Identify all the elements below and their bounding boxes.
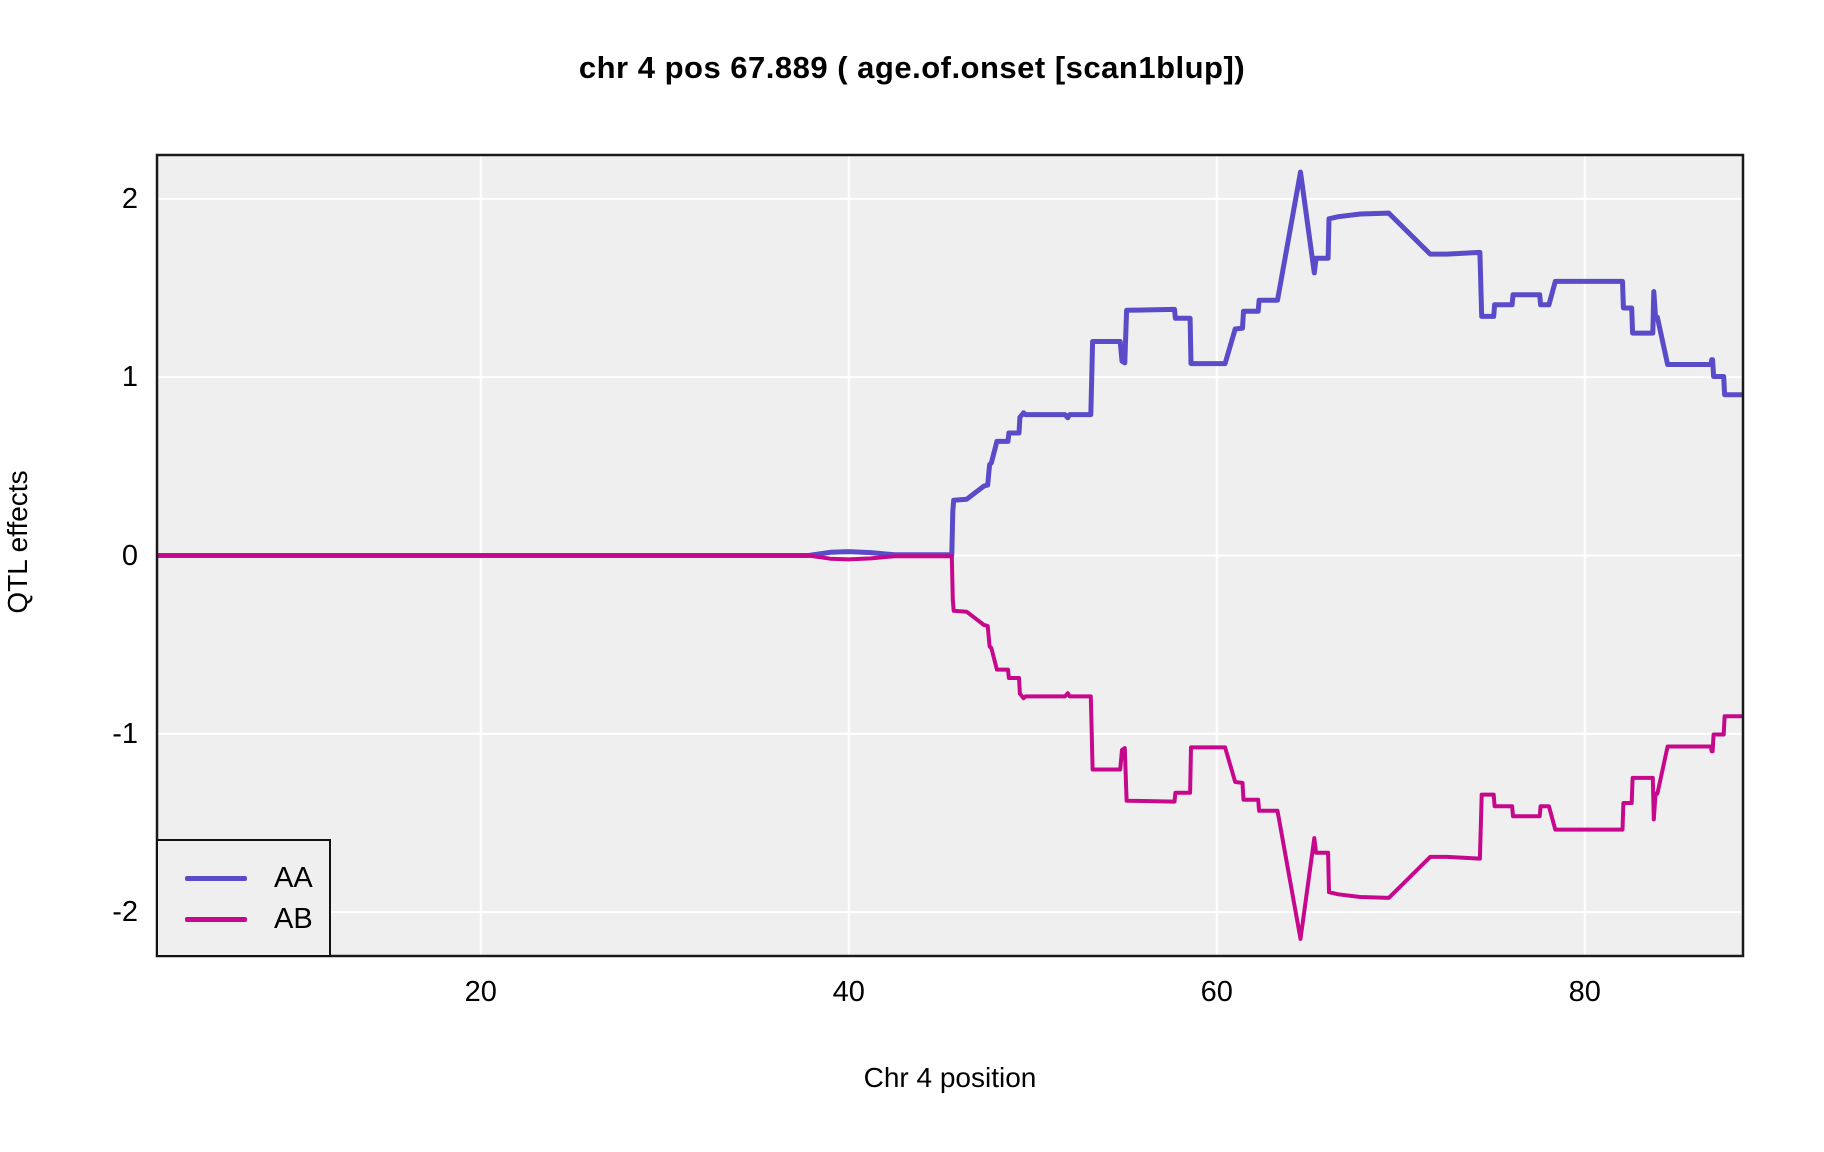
- legend-label-ab: AB: [274, 903, 313, 935]
- y-tick-label-2: 2: [121, 182, 138, 215]
- legend-label-aa: AA: [274, 862, 313, 894]
- y-tick-label-0: 0: [121, 539, 138, 572]
- x-tick-label-40: 40: [832, 976, 865, 1008]
- series-line-AA: [157, 169, 1743, 558]
- aa-line-swatch: [185, 876, 247, 881]
- x-tick-label-20: 20: [464, 976, 497, 1008]
- y-tick-label-1: 1: [121, 361, 138, 394]
- x-tick-label-60: 60: [1200, 976, 1233, 1008]
- ab-line-swatch: [185, 917, 247, 922]
- x-axis-label: Chr 4 position: [863, 1062, 1037, 1093]
- legend-row-ab: AB: [158, 899, 329, 940]
- y-tick-label--2: -2: [112, 896, 138, 929]
- chart-title: chr 4 pos 67.889 ( age.of.onset [scan1bl…: [578, 50, 1246, 85]
- plot-border: [155, 153, 1745, 958]
- y-tick-label--1: -1: [112, 717, 138, 750]
- legend-row-aa: AA: [158, 858, 329, 899]
- series-line-AB: [157, 553, 1743, 941]
- legend: AA AB: [156, 839, 331, 957]
- x-tick-label-80: 80: [1568, 976, 1601, 1008]
